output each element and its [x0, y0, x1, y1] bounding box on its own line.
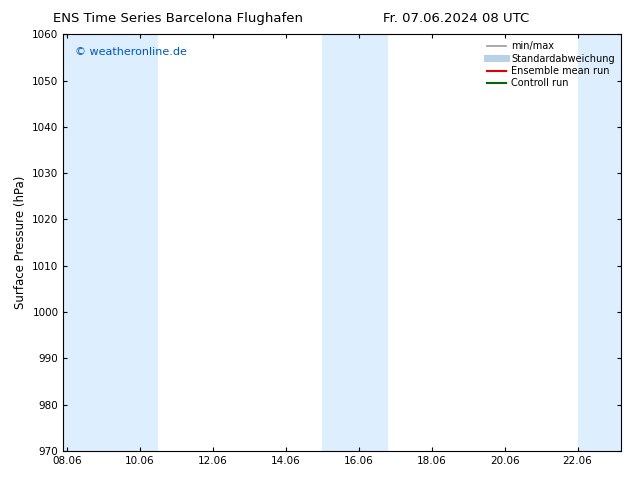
- Bar: [578, 34, 621, 451]
- Legend: min/max, Standardabweichung, Ensemble mean run, Controll run: min/max, Standardabweichung, Ensemble me…: [484, 39, 616, 90]
- Text: © weatheronline.de: © weatheronline.de: [75, 47, 186, 57]
- Text: ENS Time Series Barcelona Flughafen: ENS Time Series Barcelona Flughafen: [53, 12, 302, 25]
- Y-axis label: Surface Pressure (hPa): Surface Pressure (hPa): [14, 176, 27, 309]
- Text: Fr. 07.06.2024 08 UTC: Fr. 07.06.2024 08 UTC: [384, 12, 529, 25]
- Bar: [322, 34, 388, 451]
- Bar: [63, 34, 122, 451]
- Bar: [122, 34, 158, 451]
